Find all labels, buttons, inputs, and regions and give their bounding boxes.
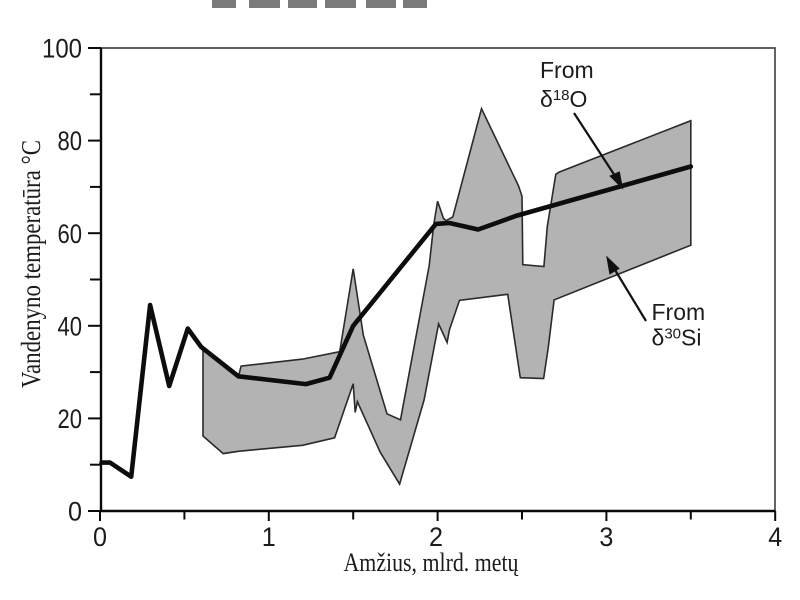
svg-text:0: 0 bbox=[93, 522, 107, 552]
svg-text:3: 3 bbox=[599, 522, 613, 552]
svg-text:From: From bbox=[540, 57, 594, 83]
svg-text:4: 4 bbox=[768, 522, 782, 552]
svg-text:80: 80 bbox=[58, 126, 83, 156]
svg-text:20: 20 bbox=[58, 404, 83, 434]
svg-text:δ18O: δ18O bbox=[540, 86, 587, 112]
svg-text:2: 2 bbox=[429, 522, 443, 552]
svg-text:Vandenyno temperatūra °C: Vandenyno temperatūra °C bbox=[16, 140, 46, 388]
svg-text:60: 60 bbox=[58, 219, 83, 249]
svg-text:1: 1 bbox=[262, 522, 276, 552]
svg-text:100: 100 bbox=[42, 34, 82, 64]
svg-text:Amžius, mlrd. metų: Amžius, mlrd. metų bbox=[344, 548, 520, 577]
svg-text:From: From bbox=[652, 299, 706, 325]
svg-text:40: 40 bbox=[58, 311, 83, 341]
svg-text:δ30Si: δ30Si bbox=[652, 325, 702, 351]
svg-text:0: 0 bbox=[68, 497, 82, 527]
